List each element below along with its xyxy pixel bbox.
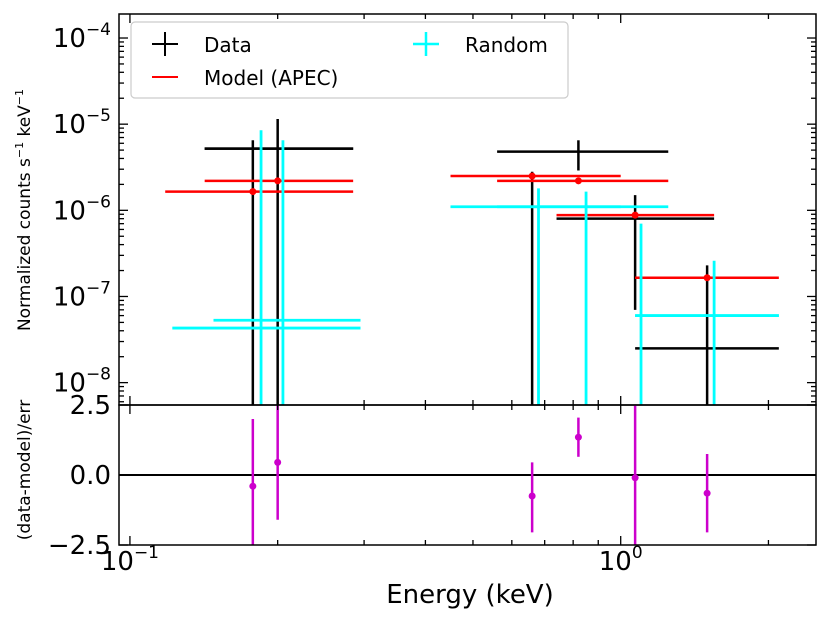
x-tick-label-base: 10 (101, 547, 134, 577)
bottom-panel: 2.50.0−2.510−1 100 (48, 391, 817, 577)
legend-entry-data: Data (152, 32, 252, 57)
x-axis-label: Energy (keV) (386, 580, 554, 610)
bottom-y-axis-label: (data-model)/err (15, 400, 35, 541)
legend-entry-random: Random (413, 32, 548, 57)
residual-point-0 (249, 482, 257, 490)
legend-box (130, 21, 569, 99)
x-tick-label: 10−1 (101, 543, 159, 577)
residual-point-3 (574, 433, 582, 441)
bottom-series-layer (119, 405, 816, 545)
y-tick-label: 10−4 (53, 20, 111, 54)
y-tick-label-exp: −5 (86, 106, 111, 126)
model-apec-point-1 (274, 177, 282, 185)
legend-label-random: Random (465, 33, 548, 57)
series-random (172, 130, 779, 405)
model-apec-point-3 (574, 177, 582, 185)
x-tick-label-exp: −1 (134, 543, 159, 563)
y-label-main: Normalized counts s (15, 158, 35, 331)
top-tick-labels: 10−410−510−610−710−8 (53, 20, 111, 399)
series-data (204, 118, 779, 405)
model-apec-point-2 (528, 172, 536, 180)
legend: Data Model (APEC) Random (130, 21, 569, 99)
model-apec-point-4 (631, 211, 639, 219)
residual-point-1 (274, 458, 282, 466)
residual-point-2 (528, 492, 536, 500)
x-tick-label: 100 (599, 543, 643, 577)
y-tick-label-exp: −4 (86, 20, 111, 40)
bottom-plot-frame (118, 404, 817, 546)
x-tick-label-exp: 0 (632, 543, 643, 563)
residual-point-5 (703, 489, 711, 497)
x-tick-label-base: 10 (599, 547, 632, 577)
y-tick-label-base: 10 (53, 196, 86, 226)
y-tick-label-exp: −8 (86, 365, 111, 385)
y-label-exp2: −1 (13, 89, 26, 105)
y-tick-label: −2.5 (48, 531, 111, 561)
bottom-tick-labels: 2.50.0−2.510−1 100 (48, 391, 643, 577)
legend-label-data: Data (204, 33, 252, 57)
y-label-mid: keV (15, 105, 35, 142)
y-tick-label: 2.5 (70, 391, 111, 421)
y-tick-label: 10−5 (53, 106, 111, 140)
y-tick-label-exp: −7 (86, 278, 111, 298)
model-apec-point-5 (703, 274, 711, 282)
y-tick-label-base: 10 (53, 282, 86, 312)
model-apec-point-0 (249, 188, 257, 196)
y-tick-label-base: 10 (53, 369, 86, 399)
legend-label-model: Model (APEC) (204, 66, 338, 90)
top-y-axis-label: Normalized counts s−1 keV−1 (13, 89, 35, 331)
y-tick-label-base: 10 (53, 110, 86, 140)
y-tick-label-base: 10 (53, 24, 86, 54)
legend-entry-model: Model (APEC) (152, 66, 338, 90)
y-tick-label: 10−6 (53, 192, 111, 226)
residual-point-4 (631, 474, 639, 482)
y-tick-label: 0.0 (70, 461, 111, 491)
y-tick-label: 10−7 (53, 278, 111, 312)
top-tick-layer (119, 14, 816, 405)
y-tick-label: 10−8 (53, 365, 111, 399)
series-model-apec (165, 172, 779, 282)
top-series-layer (165, 118, 779, 405)
series-residuals (249, 405, 711, 545)
top-panel: 10−410−510−610−710−8 (53, 13, 817, 406)
y-label-exp1: −1 (13, 142, 26, 158)
y-tick-label-exp: −6 (86, 192, 111, 212)
